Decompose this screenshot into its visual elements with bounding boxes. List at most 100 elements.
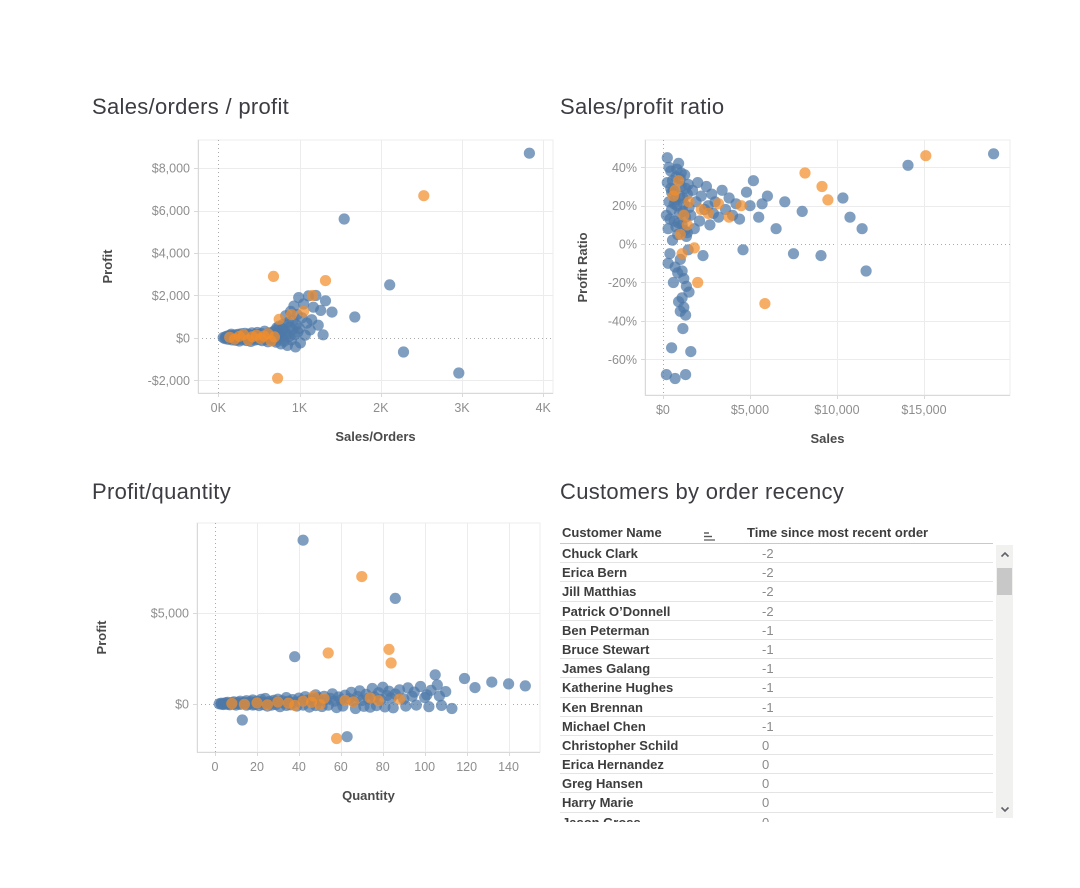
scatter-point[interactable]	[688, 242, 700, 254]
scatter-point[interactable]	[383, 643, 395, 655]
scatter-point[interactable]	[322, 647, 334, 659]
recency-value-cell[interactable]: -2	[762, 603, 774, 619]
scatter-point[interactable]	[397, 346, 410, 358]
scatter-point[interactable]	[308, 690, 320, 702]
scatter-point[interactable]	[680, 309, 692, 321]
table-row[interactable]: Katherine Hughes -1	[560, 678, 993, 698]
scatter-point[interactable]	[676, 248, 688, 260]
customer-name-cell[interactable]: Patrick O’Donnell	[562, 603, 671, 619]
scatter-point[interactable]	[673, 175, 685, 187]
table-row[interactable]: Jill Matthias -2	[560, 582, 993, 602]
recency-value-cell[interactable]: 0	[762, 737, 770, 753]
scrollbar-track[interactable]	[996, 545, 1013, 818]
customer-name-cell[interactable]: Bruce Stewart	[562, 641, 650, 657]
scatter-point[interactable]	[469, 682, 481, 694]
column-header-time-since[interactable]: Time since most recent order	[747, 525, 929, 540]
scatter-point[interactable]	[319, 295, 332, 307]
customer-name-cell[interactable]: Harry Marie	[562, 795, 634, 811]
scrollbar-thumb[interactable]	[997, 568, 1012, 595]
scatter-point[interactable]	[740, 186, 753, 198]
scatter-point[interactable]	[702, 207, 714, 219]
scatter-point[interactable]	[676, 265, 688, 277]
scatter-point[interactable]	[431, 679, 443, 691]
scatter-point[interactable]	[285, 309, 297, 321]
scatter-point[interactable]	[660, 369, 672, 381]
scatter-point[interactable]	[661, 152, 673, 164]
scatter-plot-sales-profit-ratio[interactable]: $0 $5,000 $10,000 $15,000 -60% -40% -20% 0% 20% 4…	[560, 135, 1020, 460]
customer-name-cell[interactable]: Greg Hansen	[562, 776, 643, 792]
scatter-point[interactable]	[503, 678, 515, 690]
scatter-point[interactable]	[458, 672, 471, 685]
recency-value-cell[interactable]: -1	[762, 680, 774, 696]
scatter-point[interactable]	[723, 211, 735, 223]
table-row[interactable]: Harry Marie 0	[560, 793, 993, 813]
scatter-point[interactable]	[713, 198, 725, 210]
recency-value-cell[interactable]: -2	[762, 565, 774, 581]
scatter-point[interactable]	[341, 731, 353, 743]
scatter-point[interactable]	[315, 304, 327, 316]
scatter-point[interactable]	[393, 693, 406, 705]
recency-value-cell[interactable]: -1	[762, 661, 774, 677]
sort-ascending-icon[interactable]	[703, 529, 716, 547]
scatter-point[interactable]	[486, 676, 498, 688]
scatter-point[interactable]	[988, 148, 1000, 160]
scatter-point[interactable]	[737, 244, 749, 256]
scatter-point[interactable]	[733, 213, 746, 225]
scatter-point[interactable]	[356, 571, 368, 583]
table-row[interactable]: Erica Bern -2	[560, 563, 993, 583]
scatter-point[interactable]	[844, 211, 856, 223]
scatter-point[interactable]	[671, 163, 683, 175]
scatter-point[interactable]	[318, 692, 330, 704]
scatter-point[interactable]	[272, 696, 284, 708]
scatter-point[interactable]	[676, 292, 688, 304]
recency-value-cell[interactable]: -2	[762, 546, 774, 561]
scatter-point[interactable]	[338, 213, 350, 225]
scatter-point[interactable]	[753, 211, 765, 223]
recency-value-cell[interactable]: -1	[762, 622, 774, 638]
scatter-point[interactable]	[453, 367, 465, 379]
scatter-point[interactable]	[744, 200, 756, 212]
scatter-point[interactable]	[226, 697, 238, 710]
scatter-point[interactable]	[289, 699, 301, 711]
customer-name-cell[interactable]: James Galang	[562, 661, 651, 677]
scatter-point[interactable]	[385, 657, 397, 669]
recency-value-cell[interactable]: -1	[762, 718, 774, 734]
scatter-point[interactable]	[440, 686, 452, 698]
scatter-point[interactable]	[669, 372, 681, 385]
scatter-point[interactable]	[297, 695, 309, 707]
recency-value-cell[interactable]: -2	[762, 584, 774, 600]
scatter-point[interactable]	[261, 699, 273, 711]
recency-value-cell[interactable]: 0	[762, 757, 770, 773]
scatter-point[interactable]	[677, 323, 689, 335]
scatter-point[interactable]	[297, 534, 309, 546]
scatter-point[interactable]	[680, 369, 692, 381]
scatter-point[interactable]	[267, 270, 280, 282]
scatter-point[interactable]	[759, 298, 771, 310]
scatter-point[interactable]	[414, 680, 427, 693]
scatter-point[interactable]	[692, 276, 704, 289]
scatter-point[interactable]	[317, 329, 329, 341]
scatter-point[interactable]	[288, 300, 300, 312]
scatter-point[interactable]	[429, 669, 441, 681]
scatter-point[interactable]	[304, 324, 316, 336]
scatter-point[interactable]	[664, 248, 676, 260]
column-header-customer-name[interactable]: Customer Name	[562, 525, 662, 540]
scatter-point[interactable]	[685, 346, 697, 358]
customer-name-cell[interactable]: Katherine Hughes	[562, 680, 674, 696]
scatter-point[interactable]	[678, 209, 690, 221]
table-row[interactable]: Erica Hernandez 0	[560, 755, 993, 775]
scatter-point[interactable]	[669, 184, 681, 196]
table-row[interactable]: Bruce Stewart -1	[560, 640, 993, 660]
scatter-point[interactable]	[236, 714, 248, 726]
scatter-point[interactable]	[298, 305, 310, 317]
scatter-point[interactable]	[662, 257, 674, 269]
scatter-point[interactable]	[347, 696, 359, 708]
scatter-point[interactable]	[238, 698, 250, 710]
scatter-point[interactable]	[364, 692, 376, 704]
scatter-point[interactable]	[692, 177, 704, 189]
customer-name-cell[interactable]: Ken Brennan	[562, 699, 643, 715]
scatter-point[interactable]	[856, 223, 868, 235]
customer-name-cell[interactable]: Christopher Schild	[562, 737, 679, 753]
scatter-point[interactable]	[787, 248, 800, 260]
table-row[interactable]: Chuck Clark -2	[560, 544, 993, 564]
